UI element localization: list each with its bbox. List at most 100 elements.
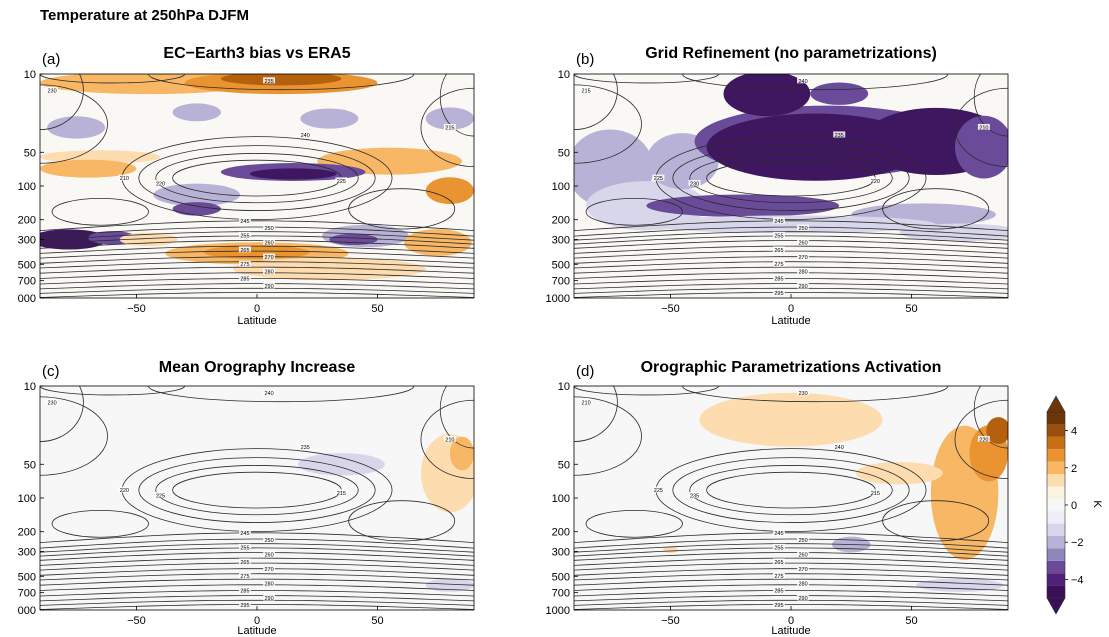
- contour-label-bg: [263, 594, 276, 601]
- contour-label: 240: [798, 79, 807, 85]
- contour-line: [574, 250, 1008, 259]
- bias-fill-layer: [574, 386, 1008, 610]
- contour-line: [882, 188, 990, 230]
- y-tick-label: 200: [552, 527, 570, 539]
- contour-line: [574, 235, 1008, 245]
- bias-region: [723, 74, 811, 117]
- contour-label-bg: [797, 565, 810, 572]
- bias-region: [425, 578, 474, 592]
- colorbar-box: [1047, 573, 1065, 586]
- contour-label-bg: [833, 131, 846, 138]
- contour-label: 225: [337, 179, 346, 185]
- contour-label-bg: [772, 529, 785, 536]
- contour-label-bg: [833, 443, 846, 450]
- contour-line: [574, 578, 1008, 586]
- colorbar-tick-label: 0: [1071, 500, 1077, 512]
- x-tick-label: 50: [905, 303, 917, 315]
- contour-line: [672, 145, 910, 211]
- contour-label-bg: [580, 398, 593, 405]
- contour-label: 250: [798, 538, 807, 544]
- bias-region: [425, 177, 474, 205]
- y-tick-label: 1000: [546, 293, 570, 305]
- contour-label-bg: [797, 389, 810, 396]
- contour-label-bg: [263, 77, 276, 84]
- colorbar-box: [1047, 424, 1065, 437]
- y-tick-label: 500: [552, 571, 570, 583]
- contour-label: 265: [774, 248, 783, 254]
- contour-label: 285: [774, 277, 783, 283]
- contour-line: [40, 584, 474, 591]
- panel-title: Orographic Parametrizations Activation: [641, 359, 942, 376]
- contour-line: [40, 386, 84, 442]
- contour-labels: 235 230 225 215 210 220 240 245 250 255 260 265 270 2…: [46, 77, 456, 290]
- contour-label: 280: [798, 269, 807, 275]
- bias-region: [425, 107, 474, 130]
- contour-label-bg: [46, 398, 59, 405]
- x-tick-label: −50: [661, 615, 680, 627]
- contour-line: [348, 188, 456, 230]
- contour-line: [40, 272, 474, 279]
- contour-label: 225: [654, 488, 663, 494]
- contour-label: 275: [774, 574, 783, 580]
- contour-line: [574, 584, 1008, 591]
- contour-line: [40, 532, 474, 543]
- y-tick-label: 50: [558, 459, 570, 471]
- contour-label-bg: [263, 267, 276, 274]
- contour-label-bg: [652, 486, 665, 493]
- bias-fill-layer: [40, 386, 474, 610]
- contour-line: [882, 500, 990, 542]
- contour-label-bg: [797, 77, 810, 84]
- contour-line: [40, 283, 474, 290]
- contour-label: 215: [871, 491, 880, 497]
- contour-label: 265: [240, 560, 249, 566]
- temperature-contours: [40, 74, 474, 298]
- contour-label-bg: [977, 123, 990, 130]
- contour-line: [40, 292, 474, 298]
- contour-label-bg: [263, 551, 276, 558]
- contour-line: [574, 595, 1008, 602]
- panel-a: (a) EC−Earth3 bias vs ERA5 2352302252152…: [18, 45, 475, 327]
- contour-line: [40, 250, 474, 259]
- contour-label-bg: [772, 558, 785, 565]
- y-tick-label: 000: [18, 605, 36, 617]
- y-tick-label: 50: [558, 147, 570, 159]
- y-tick-label: 200: [18, 215, 36, 227]
- contour-label: 275: [774, 262, 783, 268]
- contour-label-bg: [263, 536, 276, 543]
- bias-region: [916, 578, 1004, 592]
- contour-label: 230: [690, 182, 699, 188]
- contour-label-bg: [238, 260, 251, 267]
- contour-line: [574, 256, 1008, 264]
- colorbar-box: [1047, 436, 1065, 450]
- panel-d: (d) Orographic Parametrizations Activati…: [546, 359, 1009, 637]
- contour-line: [155, 153, 359, 204]
- contour-label: 260: [798, 241, 807, 247]
- contour-line: [40, 84, 108, 164]
- contour-line: [574, 278, 1008, 285]
- contour-label-bg: [238, 246, 251, 253]
- contour-line: [40, 235, 474, 245]
- contour-label-bg: [772, 260, 785, 267]
- contour-label-bg: [688, 492, 701, 499]
- y-tick-label: 700: [552, 588, 570, 600]
- x-tick-label: 0: [254, 615, 260, 627]
- contour-label: 225: [654, 176, 663, 182]
- contour-label-bg: [652, 174, 665, 181]
- panel-c: (c) Mean Orography Increase 240 230 215 210…: [18, 359, 475, 637]
- contour-line: [40, 552, 474, 561]
- contour-label-bg: [263, 565, 276, 572]
- x-axis-label: Latitude: [237, 625, 276, 637]
- contour-label: 230: [798, 391, 807, 397]
- contour-label: 280: [264, 581, 273, 587]
- bias-region: [172, 103, 221, 122]
- contour-line: [40, 261, 474, 269]
- contour-label: 270: [798, 567, 807, 573]
- contour-label: 275: [240, 574, 249, 580]
- contour-line: [40, 220, 474, 231]
- contour-line: [40, 538, 474, 549]
- contour-line: [574, 557, 1008, 566]
- bias-region: [300, 108, 359, 129]
- bias-region: [220, 74, 342, 86]
- contour-line: [574, 568, 1008, 576]
- contour-line: [574, 532, 1008, 543]
